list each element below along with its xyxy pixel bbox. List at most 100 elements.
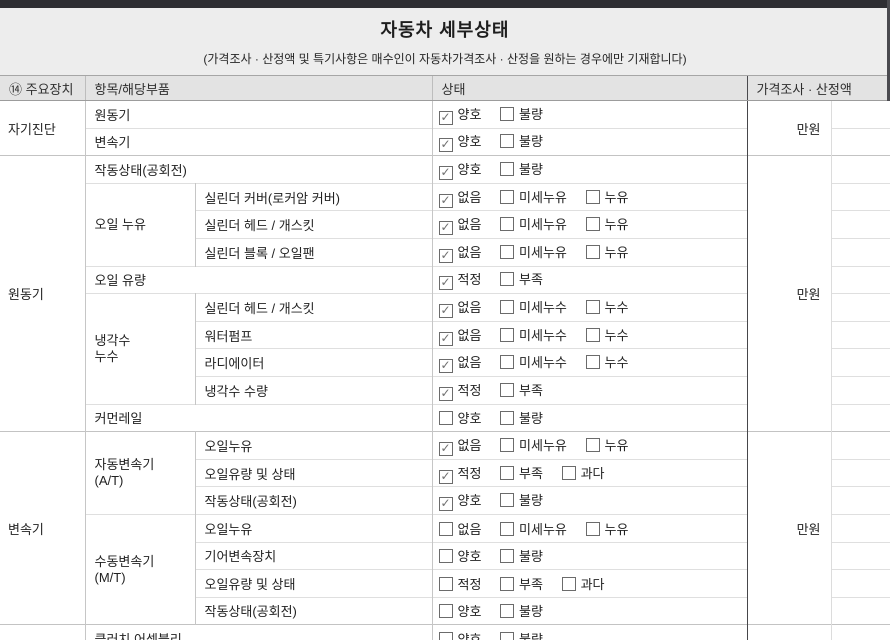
checkbox-option[interactable]: 적정 (438, 574, 497, 593)
checkbox-option[interactable]: 부족 (500, 574, 558, 593)
checkbox-option[interactable]: 불량 (500, 629, 558, 640)
checkbox-option[interactable]: 누수 (585, 297, 644, 316)
checkbox-option[interactable]: 미세누유 (500, 242, 582, 261)
checkbox-option[interactable]: 불량 (500, 159, 558, 178)
checkbox-option[interactable]: 과다 (561, 574, 620, 593)
checkbox-option[interactable]: 불량 (500, 131, 558, 150)
checkbox[interactable] (585, 299, 600, 314)
checkbox-option[interactable]: 없음 (438, 214, 497, 236)
checkbox-option[interactable]: 미세누유 (500, 187, 582, 206)
checkbox-option[interactable]: 양호 (438, 601, 497, 620)
checkbox[interactable] (438, 248, 453, 263)
checkbox-option[interactable]: 누유 (585, 435, 644, 454)
checkbox-option[interactable]: 누수 (585, 325, 644, 344)
checkbox[interactable] (438, 138, 453, 153)
checkbox-option[interactable]: 적정 (438, 269, 497, 291)
checkbox-option[interactable]: 없음 (438, 187, 497, 208)
checkbox[interactable] (438, 276, 453, 291)
checkbox-option[interactable]: 양호 (438, 546, 497, 565)
checkbox-option[interactable]: 없음 (438, 325, 497, 346)
checkbox[interactable] (438, 469, 453, 484)
checkbox-option[interactable]: 불량 (500, 490, 558, 509)
checkbox[interactable] (500, 355, 515, 370)
checkbox[interactable] (500, 411, 515, 426)
checkbox[interactable] (500, 134, 515, 149)
checkbox-option[interactable]: 누유 (585, 519, 644, 538)
checkbox[interactable] (500, 521, 515, 536)
checkbox[interactable] (438, 441, 453, 456)
checkbox-option[interactable]: 누유 (585, 242, 644, 261)
checkbox[interactable] (438, 549, 453, 564)
checkbox[interactable] (438, 497, 453, 512)
checkbox-option[interactable]: 부족 (500, 269, 558, 288)
checkbox[interactable] (438, 165, 453, 180)
checkbox[interactable] (438, 576, 453, 591)
checkbox-option[interactable]: 미세누수 (500, 297, 582, 316)
checkbox[interactable] (500, 437, 515, 452)
checkbox-option[interactable]: 없음 (438, 242, 497, 263)
checkbox[interactable] (585, 189, 600, 204)
checkbox[interactable] (438, 221, 453, 236)
checkbox[interactable] (585, 244, 600, 259)
checkbox-option[interactable]: 양호 (438, 104, 497, 125)
checkbox[interactable] (500, 604, 515, 619)
checkbox-option[interactable]: 미세누유 (500, 435, 582, 454)
checkbox[interactable] (438, 303, 453, 318)
checkbox-option[interactable]: 적정 (438, 463, 497, 484)
checkbox-option[interactable]: 미세누유 (500, 214, 582, 233)
checkbox-option[interactable]: 미세누수 (500, 325, 582, 344)
checkbox-option[interactable]: 불량 (500, 408, 558, 427)
checkbox-option[interactable]: 누유 (585, 214, 644, 233)
checkbox[interactable] (585, 327, 600, 342)
checkbox[interactable] (438, 604, 453, 619)
checkbox-option[interactable]: 누유 (585, 187, 644, 206)
checkbox[interactable] (500, 106, 515, 121)
checkbox[interactable] (500, 632, 515, 640)
checkbox[interactable] (500, 244, 515, 259)
checkbox[interactable] (438, 359, 453, 374)
checkbox[interactable] (438, 110, 453, 125)
checkbox[interactable] (500, 161, 515, 176)
checkbox-option[interactable]: 양호 (438, 159, 497, 180)
checkbox-option[interactable]: 없음 (438, 519, 497, 538)
checkbox[interactable] (561, 465, 576, 480)
checkbox-option[interactable]: 양호 (438, 408, 497, 427)
checkbox[interactable] (585, 521, 600, 536)
checkbox[interactable] (438, 632, 453, 640)
checkbox[interactable] (500, 576, 515, 591)
checkbox[interactable] (585, 355, 600, 370)
checkbox-option[interactable]: 누수 (585, 352, 644, 371)
checkbox-option[interactable]: 없음 (438, 297, 497, 318)
checkbox-option[interactable]: 없음 (438, 435, 497, 456)
checkbox[interactable] (561, 576, 576, 591)
checkbox[interactable] (500, 299, 515, 314)
checkbox-option[interactable]: 부족 (500, 380, 558, 399)
checkbox-option[interactable]: 없음 (438, 352, 497, 374)
checkbox-option[interactable]: 불량 (500, 546, 558, 565)
checkbox-option[interactable]: 불량 (500, 104, 558, 123)
checkbox[interactable] (438, 411, 453, 426)
checkbox[interactable] (500, 217, 515, 232)
checkbox[interactable] (438, 331, 453, 346)
checkbox-option[interactable]: 미세누수 (500, 352, 582, 371)
checkbox[interactable] (585, 217, 600, 232)
checkbox[interactable] (438, 521, 453, 536)
checkbox[interactable] (500, 465, 515, 480)
checkbox-option[interactable]: 과다 (561, 463, 620, 482)
checkbox-option[interactable]: 부족 (500, 463, 558, 482)
checkbox-option[interactable]: 불량 (500, 601, 558, 620)
checkbox-option[interactable]: 양호 (438, 490, 497, 512)
checkbox[interactable] (585, 437, 600, 452)
checkbox-option[interactable]: 적정 (438, 380, 497, 401)
checkbox[interactable] (438, 193, 453, 208)
checkbox[interactable] (500, 549, 515, 564)
checkbox[interactable] (500, 327, 515, 342)
checkbox[interactable] (500, 382, 515, 397)
checkbox[interactable] (500, 189, 515, 204)
checkbox[interactable] (438, 386, 453, 401)
checkbox-option[interactable]: 양호 (438, 131, 497, 153)
checkbox-option[interactable]: 미세누유 (500, 519, 582, 538)
checkbox-option[interactable]: 양호 (438, 629, 497, 640)
checkbox[interactable] (500, 272, 515, 287)
checkbox[interactable] (500, 493, 515, 508)
